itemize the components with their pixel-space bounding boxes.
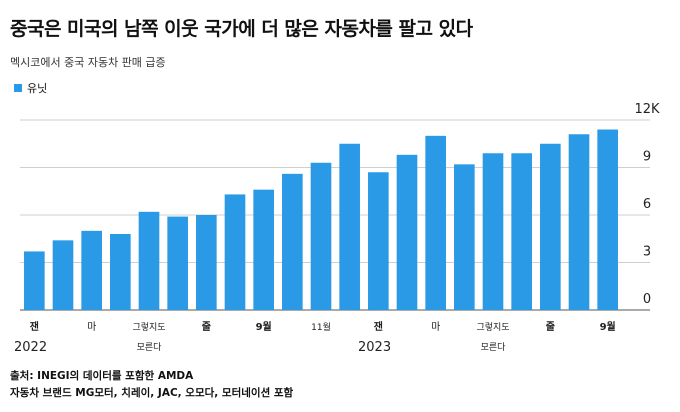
y-tick-label: 9	[643, 150, 651, 165]
bar	[167, 216, 188, 310]
x-tick-label: 9월	[600, 321, 616, 333]
bar	[24, 251, 45, 310]
bar	[482, 153, 504, 310]
bar	[110, 234, 131, 310]
x-tick-label: 모른다	[481, 342, 507, 353]
bar	[540, 143, 561, 310]
bar	[454, 164, 475, 310]
bar	[224, 194, 246, 310]
x-tick-label: 그렇지도	[476, 322, 509, 333]
legend-swatch	[14, 84, 22, 92]
bar	[196, 215, 217, 310]
x-tick-label: 11월	[311, 321, 331, 333]
bar	[138, 211, 160, 310]
x-tick-label: 줄	[546, 321, 555, 333]
x-tick-label: 줄	[202, 321, 211, 333]
bar	[253, 189, 274, 310]
bar	[597, 129, 618, 310]
source-note: 출처: INEGI의 데이터를 포함한 AMDA	[10, 370, 194, 382]
y-tick-label: 6	[643, 197, 651, 212]
bar	[368, 172, 389, 310]
x-tick-label: 마	[431, 321, 440, 333]
bar	[310, 162, 332, 310]
x-tick-label: 그렇지도	[132, 322, 165, 333]
chart-legend: 유닛	[14, 80, 47, 96]
x-tick-label: 9월	[256, 321, 272, 333]
chart-title: 중국은 미국의 남쪽 이웃 국가에 더 많은 자동차를 팔고 있다	[10, 18, 473, 40]
bar	[81, 230, 102, 310]
y-tick-label: 12K	[634, 102, 660, 117]
y-tick-label: 0	[643, 292, 651, 307]
x-tick-label: 모른다	[137, 342, 163, 353]
legend-label: 유닛	[27, 82, 48, 95]
x-tick-label: 잰	[374, 320, 383, 333]
year-label: 2022	[14, 340, 47, 355]
brands-note: 자동차 브랜드 MG모터, 치레이, JAC, 오모다, 모터네이션 포함	[10, 387, 294, 399]
y-tick-label: 3	[643, 245, 651, 260]
year-label: 2023	[358, 340, 391, 355]
x-tick-label: 마	[87, 321, 96, 333]
bar	[425, 135, 446, 310]
chart-footer: 출처: INEGI의 데이터를 포함한 AMDA 자동차 브랜드 MG모터, 치…	[10, 368, 293, 402]
bar	[339, 143, 360, 310]
chart-subtitle: 멕시코에서 중국 자동차 판매 급증	[10, 56, 166, 69]
x-tick-label: 잰	[30, 320, 39, 333]
bar	[396, 154, 418, 310]
bar	[52, 240, 74, 310]
bar	[511, 153, 532, 310]
bar	[282, 173, 303, 310]
bar	[568, 134, 590, 310]
